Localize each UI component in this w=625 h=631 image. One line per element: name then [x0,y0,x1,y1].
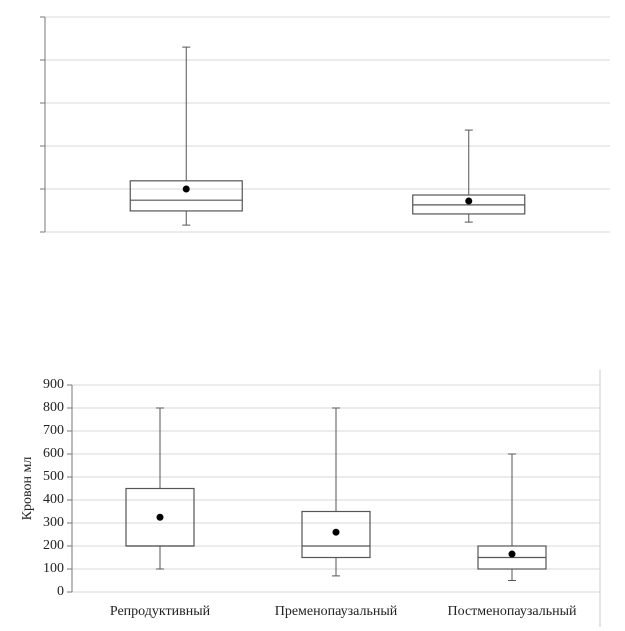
mean [332,528,340,536]
y-axis-label: Кровон мл [20,457,35,521]
y-tick-label: 100 [43,561,64,576]
x-tick-label: Постменопаузальный [448,604,577,619]
x-tick-label: Пременопаузальный [275,604,398,619]
mean [182,185,190,193]
box [301,510,371,559]
mean [156,513,164,521]
mean [508,550,516,558]
mean [465,197,473,205]
x-tick-label: Репродуктивный [110,604,211,619]
y-tick-label: 700 [43,423,64,438]
y-tick-label: 300 [43,515,64,530]
y-tick-label: 0 [57,584,64,599]
y-tick-label: 900 [43,377,64,392]
y-tick-label: 800 [43,400,64,415]
box [129,180,243,212]
y-tick-label: 500 [43,469,64,484]
y-tick-label: 400 [43,492,64,507]
y-tick-label: 600 [43,446,64,461]
y-tick-label: 200 [43,538,64,553]
